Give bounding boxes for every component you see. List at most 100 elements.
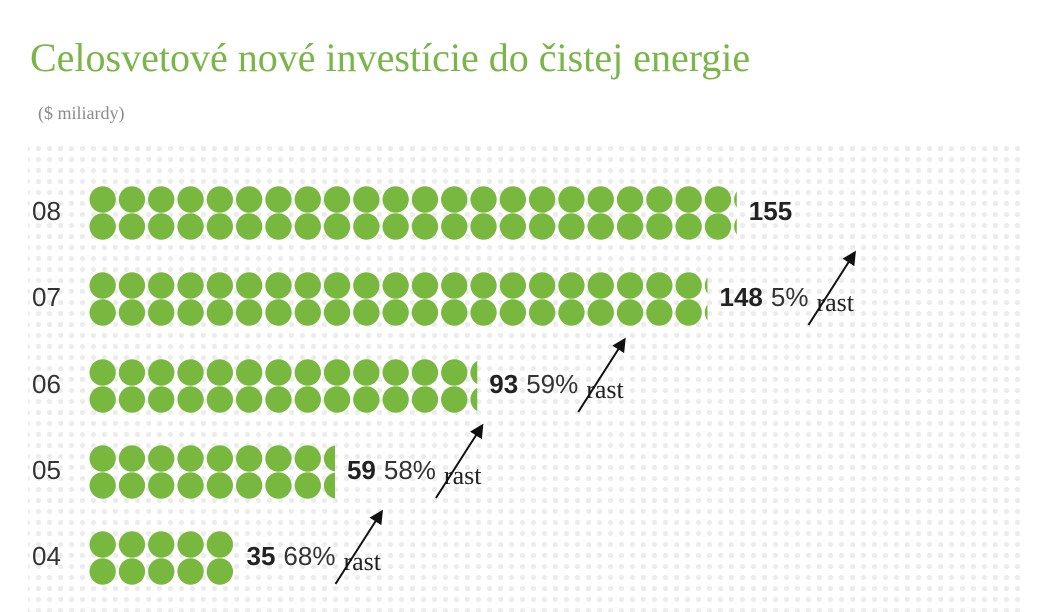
coin (646, 299, 673, 326)
coin (118, 213, 146, 240)
coin (206, 359, 234, 386)
value-label: 93 (489, 369, 518, 399)
value-label: 148 (719, 282, 762, 312)
coin (646, 186, 673, 213)
coin (382, 186, 409, 213)
coin (499, 272, 527, 299)
coin (470, 272, 497, 299)
coin (118, 472, 146, 499)
coin (441, 386, 468, 413)
coin (177, 445, 204, 472)
coin (558, 186, 585, 213)
coin (441, 213, 468, 240)
coin (323, 472, 335, 499)
coin (265, 386, 292, 413)
coin (206, 445, 234, 472)
growth-label: 59% (526, 369, 578, 399)
coin (616, 213, 644, 240)
coin (118, 186, 146, 213)
growth-arrow (577, 337, 626, 413)
coin (470, 213, 497, 240)
coin (734, 191, 737, 208)
coin (118, 445, 146, 472)
coin (558, 299, 585, 326)
coin (411, 213, 439, 240)
growth-arrow (435, 423, 484, 499)
coin (206, 186, 234, 213)
coin (470, 299, 497, 326)
coin (587, 299, 614, 326)
coin (265, 472, 292, 499)
pictogram-bar (89, 272, 708, 326)
coin (704, 186, 732, 213)
category-label: 08 (32, 196, 61, 226)
category-label: 05 (32, 455, 61, 485)
coin (353, 299, 380, 326)
coin (177, 359, 204, 386)
coin (616, 272, 644, 299)
value-label: 59 (347, 455, 376, 485)
coin (353, 213, 380, 240)
coin (616, 186, 644, 213)
coin (265, 299, 292, 326)
coin (235, 386, 263, 413)
coin (323, 359, 351, 386)
coin (177, 299, 204, 326)
coin (265, 445, 292, 472)
coin (118, 558, 146, 585)
coin (528, 186, 556, 213)
coin (206, 472, 234, 499)
coin (382, 359, 409, 386)
coin (294, 472, 321, 499)
coin (587, 186, 614, 213)
coin (382, 299, 409, 326)
coin (177, 531, 204, 558)
coin (177, 213, 204, 240)
coin (235, 299, 263, 326)
coin (528, 299, 556, 326)
growth-label: 58% (384, 455, 436, 485)
coin (118, 531, 146, 558)
coin (470, 186, 497, 213)
coin (675, 272, 702, 299)
coin (441, 272, 468, 299)
coin (118, 386, 146, 413)
pictogram-bar (89, 186, 737, 240)
coin (206, 272, 234, 299)
coin (382, 272, 409, 299)
coin (704, 213, 732, 240)
coin (294, 213, 321, 240)
pictogram-bar (89, 359, 478, 413)
coin (353, 186, 380, 213)
coin (177, 186, 204, 213)
coin (323, 272, 351, 299)
coin (148, 472, 175, 499)
coin (294, 386, 321, 413)
coin (294, 445, 321, 472)
coin (353, 272, 380, 299)
coin (235, 359, 263, 386)
coin (89, 558, 116, 585)
coin (235, 445, 263, 472)
coin (528, 272, 556, 299)
coin (323, 445, 335, 472)
pictogram-bar (89, 531, 234, 585)
coin (148, 272, 175, 299)
coin (441, 186, 468, 213)
coin (323, 213, 351, 240)
coin (353, 386, 380, 413)
coin (118, 359, 146, 386)
coin (89, 531, 116, 558)
coin (470, 360, 478, 385)
coin (558, 213, 585, 240)
coin (294, 186, 321, 213)
coin (294, 272, 321, 299)
coin (411, 386, 439, 413)
coin (148, 558, 175, 585)
coin (382, 213, 409, 240)
coin (89, 299, 116, 326)
coin (411, 299, 439, 326)
coin (235, 213, 263, 240)
coin (470, 387, 478, 412)
coin (616, 299, 644, 326)
